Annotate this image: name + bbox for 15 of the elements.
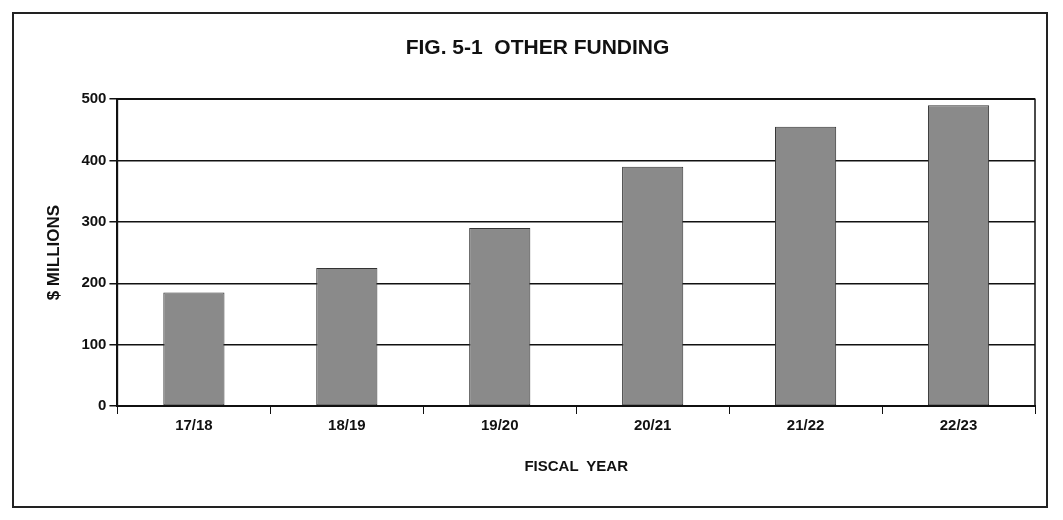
x-tick-label: 22/23 [939,416,978,434]
x-tick-label: 21/22 [786,416,825,434]
x-tick-label: 19/20 [480,416,519,434]
x-axis-title: FISCAL YEAR [524,457,629,475]
x-tick-label: 17/18 [175,416,213,434]
y-axis-title: $ MILLIONS [43,204,63,301]
x-tick-label: 20/21 [633,416,672,434]
y-tick-label: 200 [81,273,107,291]
y-tick-label: 400 [81,150,107,168]
x-tick-label: 18/19 [328,416,366,434]
chart-title: FIG. 5-1 OTHER FUNDING [405,35,670,59]
y-tick-label: 500 [81,89,107,107]
y-tick-label: 300 [81,212,107,230]
y-tick-label: 0 [98,396,107,414]
y-tick-label: 100 [81,334,107,352]
